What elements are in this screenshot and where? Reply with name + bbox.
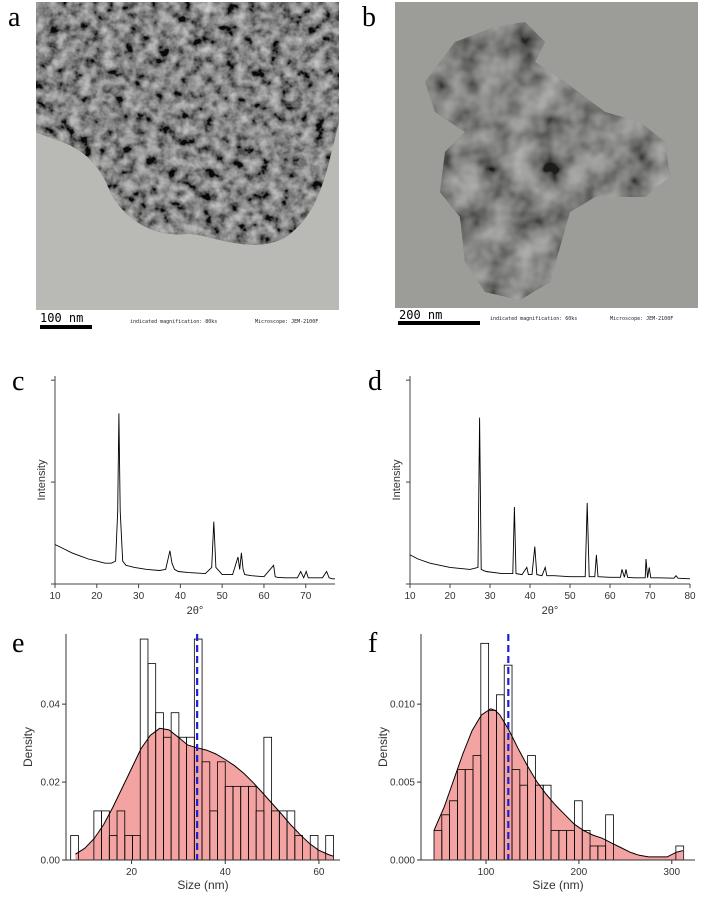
tem-magnification-b: indicated magnification: 60ks (490, 316, 578, 322)
x-axis-label: Size (nm) (532, 878, 583, 892)
scale-bar-a (40, 325, 92, 329)
x-tick-label: 40 (175, 591, 187, 602)
x-axis-label: Size (nm) (177, 878, 228, 892)
tem-image-a (36, 2, 339, 330)
tem-image-b (395, 2, 698, 328)
y-axis-label: Intensity (36, 459, 48, 500)
tem-micrograph-b (395, 2, 698, 328)
density-curve (433, 708, 684, 858)
histogram-chart-f: 0.000 0.005 0.010 100 200 300 Size (nm) Density (376, 634, 695, 892)
histogram-chart-e: 0.00 0.02 0.04 20 40 60 Size (nm) Density (21, 634, 340, 892)
y-axis-label: Density (21, 727, 35, 767)
xrd-chart-d: 10 20 30 40 50 60 70 80 2θ° Intensity (391, 376, 696, 617)
x-tick-label: 20 (126, 867, 138, 878)
tem-magnification-a: indicated magnification: 80ks (130, 319, 218, 325)
xrd-pattern-line (54, 413, 335, 580)
y-tick-label: 0.02 (41, 778, 61, 789)
y-axis-label: Density (376, 727, 390, 767)
scale-bar-b (398, 321, 480, 325)
panel-letter-e: e (12, 628, 25, 659)
x-tick-label: 50 (217, 591, 229, 602)
tem-microscope-a: Microscope: JEM-2100F (255, 319, 319, 325)
y-tick-label: 0.04 (41, 700, 61, 711)
panel-letter-c: c (12, 366, 25, 397)
x-tick-label: 20 (91, 591, 103, 602)
x-tick-label: 30 (133, 591, 145, 602)
x-tick-label: 60 (604, 591, 616, 602)
x-tick-label: 70 (644, 591, 656, 602)
panel-letter-d: d (368, 366, 382, 397)
y-axis-label: Intensity (391, 459, 403, 500)
x-tick-label: 300 (663, 867, 680, 878)
y-tick-label: 0.00 (41, 856, 61, 867)
x-axis-label: 2θ° (187, 605, 204, 617)
x-tick-label: 10 (404, 591, 416, 602)
tem-micrograph-a (36, 2, 339, 330)
y-tick-label: 0.005 (390, 778, 415, 789)
x-tick-label: 30 (484, 591, 496, 602)
scale-bar-label-a: 100 nm (40, 311, 84, 325)
tem-microscope-b: Microscope: JEM-2100F (610, 316, 674, 322)
x-tick-label: 40 (524, 591, 536, 602)
density-curve (75, 727, 334, 857)
x-tick-label: 50 (564, 591, 576, 602)
x-tick-label: 60 (313, 867, 325, 878)
panel-letter-b: b (362, 2, 376, 33)
density-area (75, 728, 333, 860)
x-tick-label: 100 (478, 867, 495, 878)
xrd-pattern-line (409, 417, 691, 580)
scale-bar-label-b: 200 nm (399, 308, 443, 322)
x-tick-label: 20 (444, 591, 456, 602)
y-tick-label: 0.000 (390, 856, 415, 867)
x-tick-label: 60 (258, 591, 270, 602)
x-tick-label: 80 (684, 591, 696, 602)
x-tick-label: 40 (220, 867, 232, 878)
panel-letter-a: a (8, 2, 21, 33)
x-axis-label: 2θ° (542, 605, 559, 617)
xrd-chart-c: 10 20 30 40 50 60 70 2θ° Intensity (36, 376, 335, 617)
y-tick-label: 0.010 (390, 700, 415, 711)
x-tick-label: 10 (49, 591, 61, 602)
panel-letter-f: f (368, 628, 378, 659)
x-tick-label: 200 (571, 867, 588, 878)
x-tick-label: 70 (300, 591, 312, 602)
